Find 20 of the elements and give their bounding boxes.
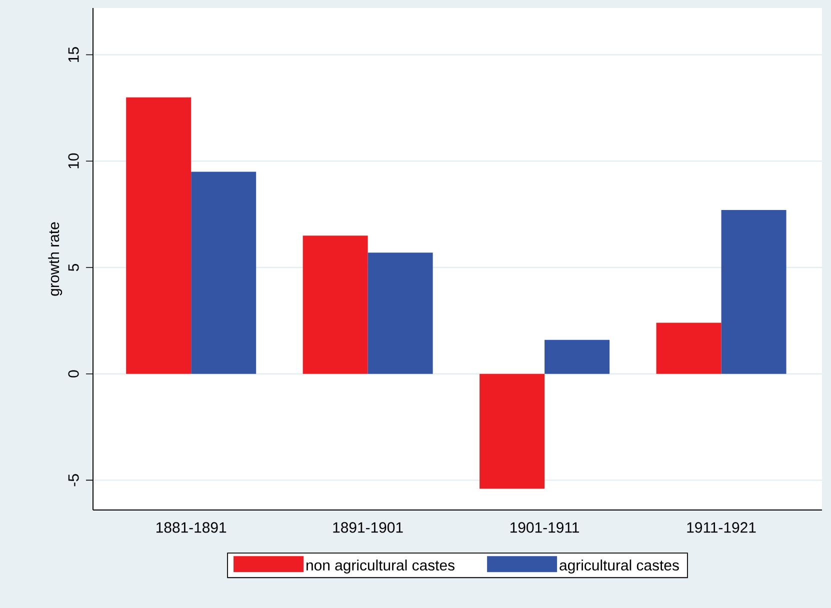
bar [480,374,545,489]
x-tick-label: 1891-1901 [333,522,403,533]
bar [126,97,192,374]
legend-label: agricultural castes [560,560,679,574]
bar [721,210,786,374]
y-tick-label: 15 [68,47,79,62]
y-tick-label: 5 [68,264,79,272]
bar [191,172,256,374]
bar [368,252,433,374]
y-axis-title: growth rate [48,222,62,296]
bar [544,340,610,374]
y-tick-label: 10 [68,153,79,168]
x-tick-label: 1911-1921 [687,522,756,533]
bar [302,236,368,374]
bar [656,322,722,374]
y-tick-label: 0 [68,370,79,378]
y-tick-label: -5 [68,474,79,486]
legend-label: non agricultural castes [306,560,454,574]
x-tick-label: 1901-1911 [510,522,579,533]
x-tick-label: 1881-1891 [156,522,226,533]
